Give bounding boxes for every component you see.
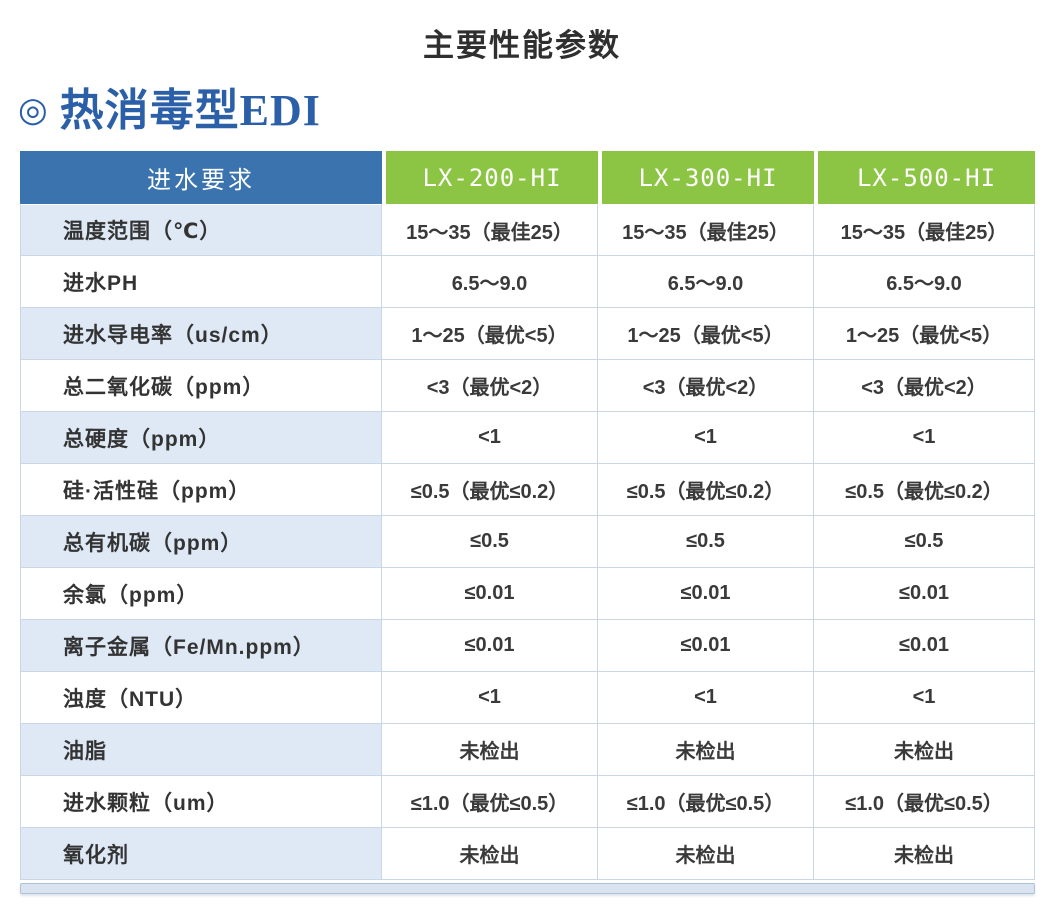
spec-table: 进水要求 LX-200-HI LX-300-HI LX-500-HI 温度范围（…	[20, 151, 1035, 880]
row-value: ≤0.5	[814, 516, 1035, 568]
row-value: 15～35（最佳25）	[814, 204, 1035, 256]
row-value: 未检出	[598, 724, 814, 776]
row-value: 6.5～9.0	[814, 256, 1035, 308]
row-value: 未检出	[814, 724, 1035, 776]
row-value: <1	[814, 412, 1035, 464]
row-value: 6.5～9.0	[598, 256, 814, 308]
row-value: ≤0.01	[814, 620, 1035, 672]
row-value: 1～25（最优<5）	[814, 308, 1035, 360]
row-value: ≤0.01	[382, 568, 598, 620]
row-value: 未检出	[814, 828, 1035, 880]
row-label: 总二氧化碳（ppm）	[20, 360, 382, 412]
table-row: 浊度（NTU） <1 <1 <1	[20, 672, 1035, 724]
row-value: <3（最优<2）	[382, 360, 598, 412]
row-value: ≤0.01	[598, 568, 814, 620]
bullet-circle-icon: ◎	[18, 92, 48, 129]
table-row: 氧化剂 未检出 未检出 未检出	[20, 828, 1035, 880]
row-label: 总硬度（ppm）	[20, 412, 382, 464]
table-row: 进水颗粒（um） ≤1.0（最优≤0.5） ≤1.0（最优≤0.5） ≤1.0（最优≤…	[20, 776, 1035, 828]
row-value: ≤1.0（最优≤0.5）	[598, 776, 814, 828]
table-row: 硅·活性硅（ppm） ≤0.5（最优≤0.2） ≤0.5（最优≤0.2） ≤0.5（最…	[20, 464, 1035, 516]
header-cell-model-lx300: LX-300-HI	[598, 151, 814, 204]
row-value: <3（最优<2）	[814, 360, 1035, 412]
row-label: 油脂	[20, 724, 382, 776]
page-title: 主要性能参数	[423, 28, 621, 63]
row-value: 1～25（最优<5）	[382, 308, 598, 360]
row-value: ≤0.5（最优≤0.2）	[814, 464, 1035, 516]
row-value: <1	[382, 672, 598, 724]
row-value: ≤1.0（最优≤0.5）	[382, 776, 598, 828]
header-cell-model-lx200: LX-200-HI	[382, 151, 598, 204]
row-label: 余氯（ppm）	[20, 568, 382, 620]
row-label: 浊度（NTU）	[20, 672, 382, 724]
row-label: 温度范围（℃）	[20, 204, 382, 256]
table-row: 离子金属（Fe/Mn.ppm） ≤0.01 ≤0.01 ≤0.01	[20, 620, 1035, 672]
row-value: ≤0.5	[382, 516, 598, 568]
row-label: 总有机碳（ppm）	[20, 516, 382, 568]
row-value: ≤1.0（最优≤0.5）	[814, 776, 1035, 828]
row-value: 15～35（最佳25）	[598, 204, 814, 256]
row-value: 1～25（最优<5）	[598, 308, 814, 360]
table-header-row: 进水要求 LX-200-HI LX-300-HI LX-500-HI	[20, 151, 1035, 204]
row-value: <1	[382, 412, 598, 464]
row-value: 未检出	[598, 828, 814, 880]
row-value: 15～35（最佳25）	[382, 204, 598, 256]
header-cell-model-lx500: LX-500-HI	[814, 151, 1035, 204]
row-value: ≤0.5（最优≤0.2）	[598, 464, 814, 516]
row-value: 未检出	[382, 724, 598, 776]
table-bottom-bar	[20, 883, 1035, 894]
section-heading: ◎ 热消毒型EDI	[18, 89, 1044, 133]
row-value: ≤0.01	[814, 568, 1035, 620]
table-row: 总硬度（ppm） <1 <1 <1	[20, 412, 1035, 464]
row-value: 未检出	[382, 828, 598, 880]
row-value: ≤0.01	[382, 620, 598, 672]
row-label: 进水颗粒（um）	[20, 776, 382, 828]
row-label: 硅·活性硅（ppm）	[20, 464, 382, 516]
row-label: 进水导电率（us/cm）	[20, 308, 382, 360]
row-value: ≤0.5	[598, 516, 814, 568]
row-value: ≤0.5（最优≤0.2）	[382, 464, 598, 516]
section-title: 热消毒型EDI	[59, 86, 321, 135]
row-value: <1	[814, 672, 1035, 724]
row-label: 进水PH	[20, 256, 382, 308]
header-cell-requirements: 进水要求	[20, 151, 382, 204]
table-body: 温度范围（℃） 15～35（最佳25） 15～35（最佳25） 15～35（最佳25）…	[20, 204, 1035, 880]
table-row: 进水PH 6.5～9.0 6.5～9.0 6.5～9.0	[20, 256, 1035, 308]
table-row: 油脂 未检出 未检出 未检出	[20, 724, 1035, 776]
row-value: ≤0.01	[598, 620, 814, 672]
row-value: 6.5～9.0	[382, 256, 598, 308]
table-row: 余氯（ppm） ≤0.01 ≤0.01 ≤0.01	[20, 568, 1035, 620]
row-value: <1	[598, 672, 814, 724]
row-value: <3（最优<2）	[598, 360, 814, 412]
table-row: 总有机碳（ppm） ≤0.5 ≤0.5 ≤0.5	[20, 516, 1035, 568]
table-row: 温度范围（℃） 15～35（最佳25） 15～35（最佳25） 15～35（最佳25）	[20, 204, 1035, 256]
row-label: 离子金属（Fe/Mn.ppm）	[20, 620, 382, 672]
row-label: 氧化剂	[20, 828, 382, 880]
table-row: 进水导电率（us/cm） 1～25（最优<5） 1～25（最优<5） 1～25（最优<…	[20, 308, 1035, 360]
row-value: <1	[598, 412, 814, 464]
table-row: 总二氧化碳（ppm） <3（最优<2） <3（最优<2） <3（最优<2）	[20, 360, 1035, 412]
